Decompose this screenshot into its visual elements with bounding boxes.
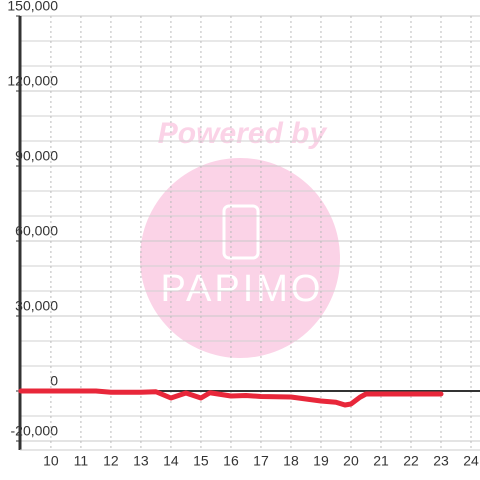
x-tick-label: 20 [343, 453, 359, 469]
x-tick-label: 14 [163, 453, 179, 469]
x-tick-label: 13 [133, 453, 149, 469]
y-tick-label: 90,000 [15, 148, 58, 164]
x-tick-label: 10 [43, 453, 59, 469]
y-tick-label: 30,000 [15, 298, 58, 314]
x-tick-label: 24 [463, 453, 479, 469]
line-series [18, 388, 444, 408]
x-tick-label: 22 [403, 453, 419, 469]
watermark-phone [222, 204, 260, 260]
y-tick-label: 0 [50, 373, 58, 389]
x-tick-label: 23 [433, 453, 449, 469]
x-tick-label: 15 [193, 453, 209, 469]
x-tick-label: 21 [373, 453, 389, 469]
x-tick-label: 11 [74, 453, 89, 469]
y-tick-label: 60,000 [15, 223, 58, 239]
y-tick-label: 150,000 [7, 0, 58, 14]
watermark: PAPIMO Powered by [140, 117, 340, 358]
x-tick-label: 18 [283, 453, 299, 469]
x-tick-label: 19 [313, 453, 329, 469]
x-tick-label: 12 [103, 453, 119, 469]
y-tick-label: -20,000 [11, 423, 59, 439]
x-tick-label: 16 [223, 453, 239, 469]
x-tick-label: 17 [253, 453, 269, 469]
watermark-text: Powered by [158, 117, 328, 150]
watermark-logo: PAPIMO [161, 268, 324, 310]
